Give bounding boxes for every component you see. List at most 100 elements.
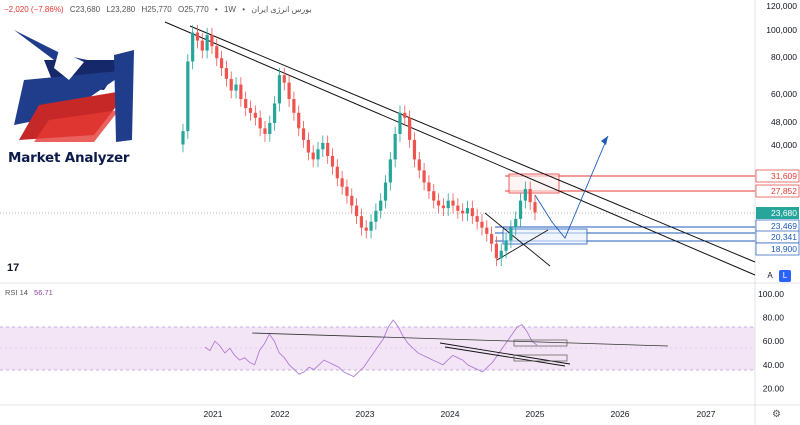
rsi-box-upper[interactable]: [513, 339, 568, 347]
rsi-tick-label: 80.00: [763, 313, 785, 323]
price-axis[interactable]: 120,000 100,000 80,000 60,000 48,000 40,000: [766, 1, 797, 150]
rsi-tick-label: 20.00: [763, 383, 785, 393]
candle-body: [456, 205, 460, 211]
candle-body: [248, 108, 253, 113]
candle-body: [412, 139, 417, 160]
candle-body: [205, 35, 209, 51]
candle-body: [345, 186, 349, 196]
candle-body: [350, 195, 354, 206]
candle-body: [379, 200, 383, 211]
trendline-upper[interactable]: [189, 25, 756, 263]
candle-body: [388, 159, 392, 183]
candle-body: [398, 112, 402, 134]
candle-body: [258, 117, 262, 129]
rsi-value: 56.71: [34, 288, 53, 297]
candle-body: [490, 233, 494, 244]
candle-body: [301, 128, 306, 140]
time-tick-label: 2023: [356, 409, 375, 419]
candle-body: [330, 155, 335, 167]
candle-body: [244, 98, 248, 109]
candle-body: [475, 216, 479, 222]
rsi-wedge-upper[interactable]: [439, 342, 571, 365]
price-tag-label: 18,900: [771, 244, 797, 254]
candle-body: [282, 75, 286, 83]
rsi-box-lower[interactable]: [513, 354, 568, 362]
price-tag-label: 31,609: [771, 171, 797, 181]
rsi-tick-label: 40.00: [763, 360, 785, 370]
price-tick-label: 80,000: [771, 52, 797, 62]
candle-body: [224, 68, 228, 79]
time-tick-label: 2024: [441, 409, 460, 419]
candle-body: [181, 131, 185, 145]
auto-scale-button[interactable]: A: [767, 271, 773, 280]
candle-body: [427, 182, 431, 192]
candle-body: [470, 208, 474, 217]
candle-body: [369, 221, 373, 231]
candle-body: [354, 205, 359, 217]
rsi-axis: 100.00 80.00 60.00 40.00 20.00: [758, 289, 784, 393]
candle-body: [292, 98, 296, 113]
brand-title: Market Analyzer: [8, 150, 130, 166]
interval-label[interactable]: 1W: [223, 5, 236, 14]
candle-body: [465, 208, 470, 214]
resistance-box[interactable]: [508, 173, 560, 194]
rsi-wedge-lower[interactable]: [444, 346, 566, 367]
candle-body: [219, 58, 224, 69]
rsi-trendline[interactable]: [251, 332, 669, 347]
rsi-header[interactable]: RSI 14 56.71: [5, 288, 57, 297]
candle-body: [417, 159, 421, 171]
candle-body: [499, 250, 503, 259]
projection-arrowhead: [601, 136, 608, 145]
candle-body: [528, 188, 532, 203]
projection-path: [534, 135, 609, 239]
candle-body: [263, 128, 267, 134]
price-tick-label: 100,000: [766, 25, 797, 35]
time-tick-label: 2021: [204, 409, 223, 419]
time-tick-label: 2026: [611, 409, 630, 419]
candle-body: [311, 152, 315, 160]
price-tag-box: [755, 184, 800, 198]
brand-logo: [14, 30, 134, 142]
time-axis[interactable]: 2021 2022 2023 2024 2025 2026 2027: [204, 409, 716, 419]
symbol-header[interactable]: −2,020 (−7.86%) C23,680 L23,280 H25,770 …: [4, 5, 316, 14]
price-tag-label: 20,341: [771, 232, 797, 242]
candle-body: [509, 227, 513, 241]
candle-body: [446, 200, 450, 209]
separator-dot-2: •: [242, 5, 245, 14]
wedge-lower-line[interactable]: [496, 229, 549, 261]
price-tick-label: 60,000: [771, 89, 797, 99]
candle-body: [514, 218, 518, 228]
candle-body: [239, 84, 243, 99]
log-scale-button[interactable]: L: [779, 270, 791, 282]
rsi-tick-label: 60.00: [763, 336, 785, 346]
candle-body: [335, 166, 339, 179]
candle-body: [494, 243, 499, 259]
candle-body: [229, 78, 233, 91]
change-value: −2,020 (−7.86%): [4, 5, 64, 14]
rsi-tick-label: 100.00: [758, 289, 784, 299]
price-tick-label: 40,000: [771, 140, 797, 150]
symbol-name[interactable]: بورس انرژی ایران: [251, 5, 312, 14]
price-tag-label: 23,680: [771, 208, 797, 218]
candle-body: [504, 240, 508, 251]
candle-body: [340, 178, 344, 187]
candle-body: [393, 133, 397, 160]
close-value: C23,680: [69, 5, 101, 14]
candle-body: [316, 149, 320, 160]
candle-body: [518, 200, 523, 219]
candle-body: [523, 188, 527, 201]
candle-body: [321, 142, 325, 150]
candle-body: [403, 112, 407, 118]
tradingview-logo-icon[interactable]: 17: [7, 262, 20, 274]
settings-gear-icon[interactable]: ⚙: [772, 409, 781, 420]
candle-body: [273, 103, 277, 123]
wedge-upper-line[interactable]: [484, 212, 551, 267]
candle-body: [533, 202, 537, 213]
candle-body: [306, 139, 310, 153]
price-tag-label: 23,469: [771, 221, 797, 231]
time-tick-label: 2022: [271, 409, 290, 419]
trendline-lower[interactable]: [164, 21, 756, 276]
price-tick-label: 48,000: [771, 117, 797, 127]
support-box[interactable]: [502, 228, 588, 245]
